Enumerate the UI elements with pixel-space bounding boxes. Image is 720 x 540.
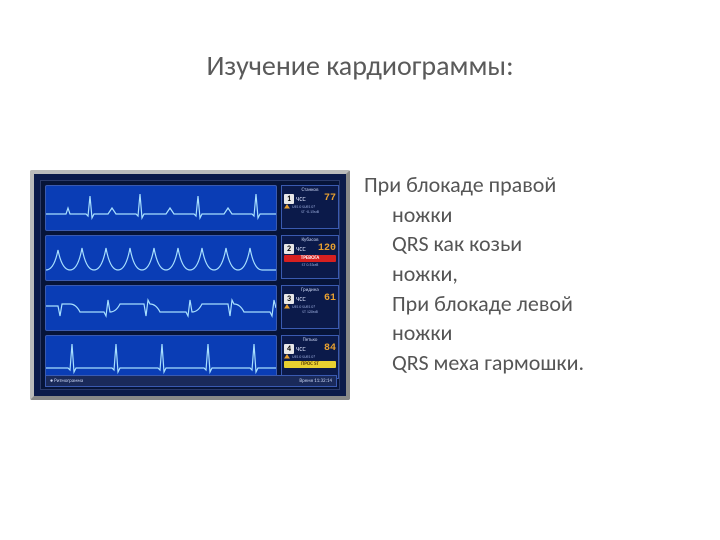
channel-badge-3: 3 <box>284 294 294 304</box>
sidepanel-2: Кубасов 2 ЧСС 120 ТРЕВОГА ST 0.53мВ <box>281 235 339 279</box>
mnemonic-line-2: ножки <box>364 200 694 230</box>
patient-name-1: Станков <box>282 186 338 193</box>
hr-value-3: 61 <box>324 293 336 304</box>
hr-value-4: 84 <box>324 343 336 354</box>
param-label-3: ЧСС <box>296 295 306 303</box>
hr-value-1: 77 <box>324 193 336 204</box>
ecg-monitor: Станков 1 ЧСС 77 UES 0 SUES 0? ST -0.15м… <box>30 170 350 400</box>
bottom-right-label: Время 11:32:14 <box>299 378 332 384</box>
content-row: Станков 1 ЧСС 77 UES 0 SUES 0? ST -0.15м… <box>30 170 694 400</box>
channel-badge-4: 4 <box>284 344 294 354</box>
mnemonic-line-4: ножки, <box>364 259 694 289</box>
param-label-4: ЧСС <box>296 345 306 353</box>
mnemonic-line-7: QRS меха гармошки. <box>364 348 694 378</box>
waveform-3 <box>45 285 277 331</box>
bell-icon <box>284 354 290 360</box>
sub-info-3b: ST 120мВ <box>282 310 338 315</box>
monitor-screen: Станков 1 ЧСС 77 UES 0 SUES 0? ST -0.15м… <box>40 180 340 390</box>
mnemonic-line-3: QRS как козьи <box>364 229 694 259</box>
sidepanel-1: Станков 1 ЧСС 77 UES 0 SUES 0? ST -0.15м… <box>281 185 339 229</box>
slide-title: Изучение кардиограммы: <box>0 48 720 83</box>
waveform-2 <box>45 235 277 281</box>
bottom-left-label: Ритмограмма <box>54 378 83 384</box>
channel-badge-1: 1 <box>284 194 294 204</box>
patient-name-2: Кубасов <box>282 236 338 243</box>
mnemonic-text: При блокаде правой ножки QRS как козьи н… <box>364 170 694 400</box>
waveform-1 <box>45 185 277 231</box>
param-label-1: ЧСС <box>296 195 306 203</box>
alert-badge-2: ТРЕВОГА <box>284 255 336 262</box>
sidepanel-3: Гридина 3 ЧСС 61 UES 0 SUES 0? ST 120мВ <box>281 285 339 329</box>
sub-info-2b: ST 0.53мВ <box>282 263 338 268</box>
patient-name-4: Петько <box>282 336 338 343</box>
monitor-bottom-bar: ● Ритмограмма Время 11:32:14 <box>45 375 337 387</box>
sub-info-4a: UES 0 SUES 0? <box>292 355 315 360</box>
sub-info-1b: ST -0.15мВ <box>282 210 338 215</box>
sidepanel-4: Петько 4 ЧСС 84 UES 0 SUES 0? ПРОС ST <box>281 335 339 379</box>
mnemonic-line-6: ножки <box>364 318 694 348</box>
param-label-2: ЧСС <box>296 245 306 253</box>
hr-value-2: 120 <box>318 243 336 254</box>
mnemonic-line-5: При блокаде левой <box>364 289 694 319</box>
slide: Изучение кардиограммы: Станков 1 ЧСС 77 <box>0 0 720 540</box>
bottom-left: ● Ритмограмма <box>50 378 83 384</box>
sub-info-3a: UES 0 SUES 0? <box>292 305 315 310</box>
patient-name-3: Гридина <box>282 286 338 293</box>
dot-icon: ● <box>50 378 53 384</box>
sub-info-1a: UES 0 SUES 0? <box>292 205 315 210</box>
channel-badge-2: 2 <box>284 244 294 254</box>
alert-badge-4: ПРОС ST <box>284 361 336 368</box>
mnemonic-line-1: При блокаде правой <box>364 170 694 200</box>
